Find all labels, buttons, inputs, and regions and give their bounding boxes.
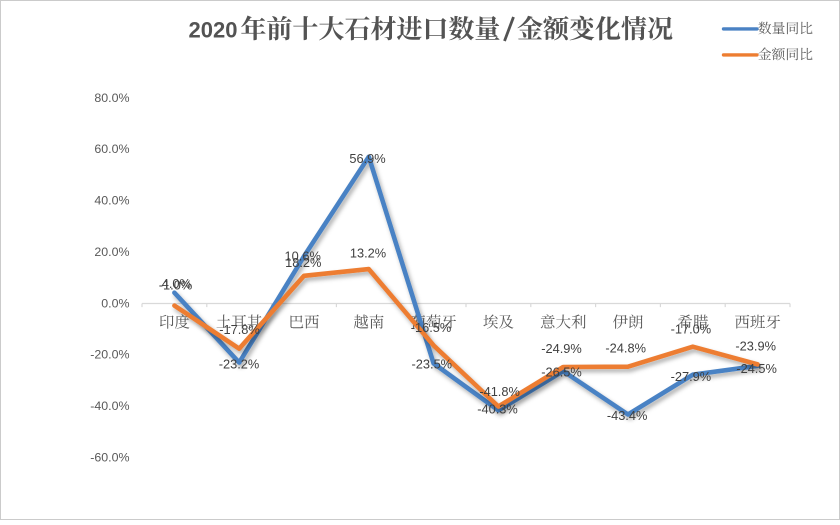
svg-text:-20.0%: -20.0% — [90, 348, 129, 362]
svg-text:56.9%: 56.9% — [349, 151, 385, 166]
svg-text:10.6%: 10.6% — [285, 249, 321, 264]
svg-text:-23.9%: -23.9% — [735, 339, 776, 354]
svg-text:-23.5%: -23.5% — [412, 357, 453, 372]
svg-text:-24.8%: -24.8% — [605, 340, 646, 355]
svg-text:-60.0%: -60.0% — [90, 450, 129, 464]
svg-text:-16.5%: -16.5% — [411, 320, 452, 335]
svg-text:-17.8%: -17.8% — [219, 322, 260, 337]
svg-text:80.0%: 80.0% — [94, 91, 129, 105]
svg-text:60.0%: 60.0% — [94, 142, 129, 156]
svg-text:-43.4%: -43.4% — [607, 408, 648, 423]
svg-text:40.0%: 40.0% — [94, 194, 129, 208]
svg-text:13.2%: 13.2% — [350, 245, 386, 260]
svg-text:-40.3%: -40.3% — [477, 401, 518, 416]
svg-text:-23.2%: -23.2% — [219, 356, 260, 371]
svg-text:-40.0%: -40.0% — [90, 399, 129, 413]
svg-text:-1.0%: -1.0% — [159, 278, 192, 293]
svg-text:20.0%: 20.0% — [94, 245, 129, 259]
svg-text:-27.9%: -27.9% — [671, 369, 712, 384]
svg-text:-24.9%: -24.9% — [541, 341, 582, 356]
svg-text:0.0%: 0.0% — [101, 296, 129, 310]
svg-text:-17.0%: -17.0% — [671, 322, 712, 337]
svg-text:18.2%: 18.2% — [285, 255, 321, 270]
svg-text:2020: 2020 — [189, 18, 238, 43]
svg-text:4.0%: 4.0% — [162, 276, 191, 291]
svg-text:-24.5%: -24.5% — [736, 361, 777, 376]
svg-text:-41.8%: -41.8% — [479, 384, 520, 399]
svg-text:-26.5%: -26.5% — [541, 365, 582, 380]
